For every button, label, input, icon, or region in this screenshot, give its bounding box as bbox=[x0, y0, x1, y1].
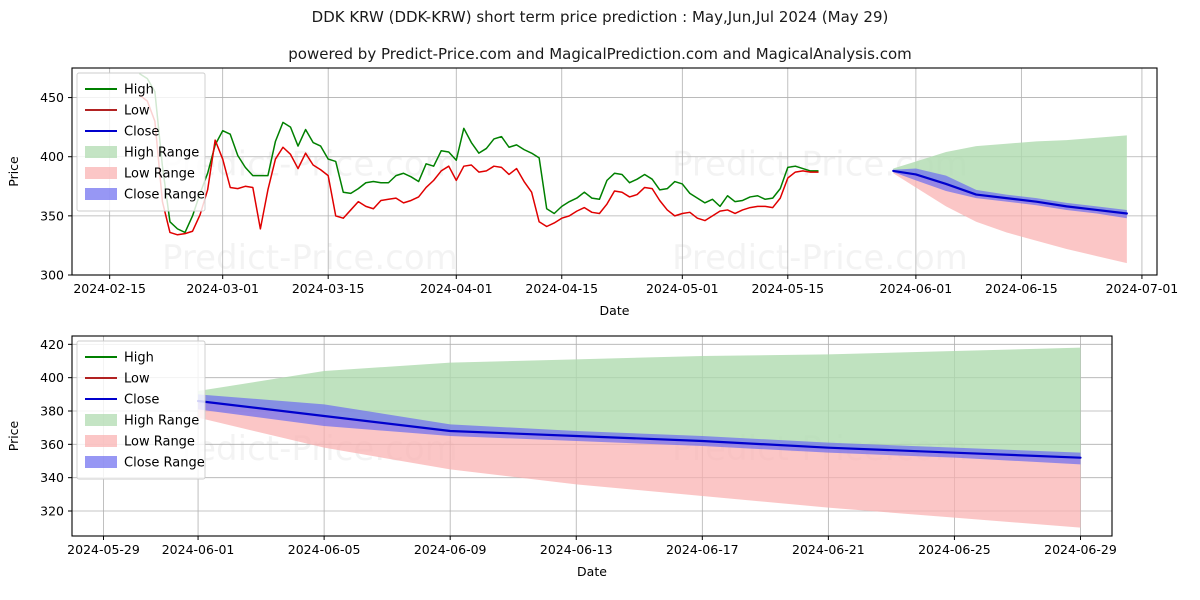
legend-label: Low Range bbox=[124, 167, 195, 182]
legend-label: High bbox=[124, 83, 154, 98]
x-tick-label: 2024-06-05 bbox=[288, 542, 361, 557]
legend-swatch-patch bbox=[85, 435, 117, 447]
x-tick-label: 2024-05-29 bbox=[67, 542, 140, 557]
x-tick-label: 2024-05-15 bbox=[751, 281, 824, 296]
legend-label: High Range bbox=[124, 414, 199, 429]
high-range-band bbox=[198, 347, 1081, 458]
watermark: Predict-Price.com bbox=[672, 238, 968, 278]
y-tick-label: 400 bbox=[40, 370, 64, 385]
x-tick-label: 2024-06-29 bbox=[1044, 542, 1117, 557]
x-tick-label: 2024-02-15 bbox=[73, 281, 146, 296]
legend-label: Close bbox=[124, 393, 159, 408]
x-axis-label: Date bbox=[600, 303, 630, 318]
legend-label: Low Range bbox=[124, 435, 195, 450]
legend-swatch-patch bbox=[85, 167, 117, 179]
x-tick-label: 2024-06-13 bbox=[540, 542, 613, 557]
y-tick-label: 300 bbox=[40, 268, 64, 283]
plot-frame bbox=[71, 67, 1158, 276]
x-tick-label: 2024-04-15 bbox=[525, 281, 598, 296]
x-tick-label: 2024-06-15 bbox=[985, 281, 1058, 296]
legend-swatch-patch bbox=[85, 188, 117, 200]
y-tick-label: 360 bbox=[40, 437, 64, 452]
x-tick-label: 2024-06-01 bbox=[162, 542, 235, 557]
close-series-line bbox=[892, 169, 1128, 215]
x-tick-label: 2024-07-01 bbox=[1106, 281, 1179, 296]
high-series-line bbox=[139, 73, 819, 234]
low-series-line bbox=[139, 94, 819, 236]
legend-label: Close Range bbox=[124, 188, 205, 203]
x-tick-label: 2024-03-01 bbox=[186, 281, 259, 296]
bottom-forecast-chart: Predict-Price.comPredict-Price.com2024-0… bbox=[6, 335, 1117, 579]
close-range-band bbox=[198, 394, 1081, 465]
y-axis-label: Price bbox=[6, 420, 21, 451]
legend-swatch-patch bbox=[85, 456, 117, 468]
x-tick-label: 2024-06-09 bbox=[414, 542, 487, 557]
x-tick-label: 2024-06-01 bbox=[880, 281, 953, 296]
y-tick-label: 400 bbox=[40, 149, 64, 164]
plot-frame bbox=[71, 335, 1113, 537]
x-tick-label: 2024-06-21 bbox=[792, 542, 865, 557]
page-subtitle: powered by Predict-Price.com and Magical… bbox=[288, 45, 912, 63]
legend-label: High bbox=[124, 351, 154, 366]
low-range-band bbox=[893, 170, 1127, 264]
y-axis-label: Price bbox=[6, 156, 21, 187]
y-tick-label: 450 bbox=[40, 90, 64, 105]
x-tick-label: 2024-03-15 bbox=[292, 281, 365, 296]
close-series-line bbox=[196, 399, 1082, 459]
high-range-band bbox=[893, 135, 1127, 214]
y-tick-label: 350 bbox=[40, 208, 64, 223]
legend-swatch-patch bbox=[85, 146, 117, 158]
x-tick-label: 2024-06-17 bbox=[666, 542, 739, 557]
y-tick-label: 380 bbox=[40, 404, 64, 419]
x-axis-label: Date bbox=[577, 564, 607, 579]
y-tick-label: 320 bbox=[40, 504, 64, 519]
top-price-chart: Predict-Price.comPredict-Price.comPredic… bbox=[6, 67, 1179, 318]
legend-label: Low bbox=[124, 372, 150, 387]
y-tick-label: 420 bbox=[40, 337, 64, 352]
x-tick-label: 2024-06-25 bbox=[918, 542, 991, 557]
legend-label: Close Range bbox=[124, 456, 205, 471]
legend-label: Close bbox=[124, 125, 159, 140]
legend-swatch-patch bbox=[85, 414, 117, 426]
page-title: DDK KRW (DDK-KRW) short term price predi… bbox=[311, 8, 889, 26]
legend-label: Low bbox=[124, 104, 150, 119]
x-tick-label: 2024-04-01 bbox=[420, 281, 493, 296]
x-tick-label: 2024-05-01 bbox=[646, 281, 719, 296]
y-tick-label: 340 bbox=[40, 470, 64, 485]
legend-label: High Range bbox=[124, 146, 199, 161]
watermark: Predict-Price.com bbox=[162, 238, 458, 278]
